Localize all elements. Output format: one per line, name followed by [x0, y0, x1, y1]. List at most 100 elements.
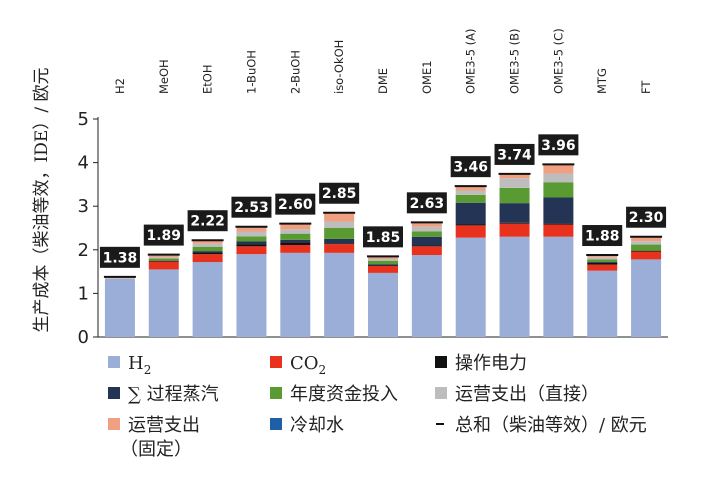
total-label: 2.30: [626, 206, 667, 228]
y-tick-label: 3: [78, 196, 89, 217]
legend-label: CO2: [290, 353, 326, 377]
bar-segment: [104, 279, 135, 337]
y-tick-label: 1: [78, 283, 89, 304]
bar-segment: [543, 182, 574, 198]
total-label-text: 2.53: [234, 200, 269, 216]
bar-segment: [543, 236, 574, 337]
total-label-text: 1.89: [146, 228, 181, 244]
bar-segment: [192, 240, 223, 244]
bar-segment: [368, 258, 398, 261]
bar-segment: [368, 272, 398, 337]
total-label: 2.22: [187, 210, 228, 232]
bar-segment: [148, 269, 179, 337]
bar-segment: [280, 229, 311, 234]
total-label-text: 3.74: [497, 147, 532, 163]
bar-segment: [324, 244, 355, 253]
bar-segment: [587, 259, 618, 263]
bar-segment: [499, 173, 530, 179]
bar-stack: [454, 185, 487, 337]
total-label-text: 2.63: [410, 196, 445, 212]
bar-segment: [192, 243, 223, 247]
legend-label: 操作电力: [455, 353, 527, 374]
bar-segment: [499, 236, 530, 337]
bar-segment: [280, 242, 311, 246]
legend-label: H2: [128, 353, 151, 377]
legend-label: （固定）: [120, 439, 192, 460]
legend-item-opex-fixed: 运营支出 （固定）: [108, 415, 200, 460]
bar-segment: [280, 245, 311, 253]
bar-segment: [499, 223, 530, 237]
bar-segment: [280, 239, 311, 243]
total-label-text: 1.85: [366, 230, 401, 246]
total-label: 3.74: [494, 143, 535, 165]
bar-stack: [542, 163, 575, 337]
bar-segment: [631, 259, 662, 337]
bar-segment: [324, 228, 355, 239]
bar-segment: [543, 164, 574, 174]
total-label-box: [187, 210, 228, 232]
legend-item-capex: 年度资金投入: [270, 384, 398, 405]
bar-stack: [279, 222, 312, 337]
bar-segment: [587, 270, 618, 337]
bar-segment: [192, 252, 223, 255]
bar-segment: [192, 246, 223, 252]
bar-segment: [236, 231, 267, 237]
bar-segment: [148, 261, 179, 270]
bar-segment: [411, 226, 442, 232]
category-label: DME: [376, 68, 390, 94]
legend-swatch: [108, 356, 120, 368]
category-label: iso-OkOH: [332, 40, 346, 94]
y-tick-label: 5: [78, 109, 89, 130]
bar-stack: [235, 225, 268, 337]
total-label-text: 3.96: [541, 138, 576, 154]
bar-segment: [236, 244, 267, 247]
bar-segment: [192, 251, 223, 253]
bar-segment: [280, 233, 311, 240]
bar-segment: [411, 236, 442, 246]
total-label-box: [406, 192, 447, 214]
legend-item-co2: CO2: [270, 353, 326, 377]
bar-segment: [455, 186, 486, 191]
total-label-text: 2.30: [629, 210, 664, 226]
bar-segment: [631, 250, 662, 252]
category-label: MeOH: [157, 59, 171, 94]
total-label: 1.89: [143, 224, 184, 246]
legend-item-steam: ∑ 过程蒸汽: [108, 384, 219, 405]
total-label-box: [450, 156, 491, 178]
total-label-text: 3.46: [453, 160, 488, 176]
category-label: 2-BuOH: [288, 50, 302, 94]
bar-segment: [499, 203, 530, 223]
bar-segment: [368, 260, 398, 265]
legend-swatch: [270, 356, 282, 368]
total-label-box: [363, 226, 403, 248]
bar-segment: [148, 258, 179, 261]
total-label: 1.38: [99, 246, 140, 268]
category-label: EtOH: [201, 65, 215, 94]
legend-swatch: [108, 387, 120, 399]
legend-item-cooling: 冷却水: [270, 415, 344, 436]
total-label-box: [143, 224, 184, 246]
bar-segment: [192, 262, 223, 337]
legend-label: 运营支出: [128, 415, 200, 436]
category-label: OME3-5 (B): [508, 28, 522, 94]
total-label-text: 2.85: [322, 186, 357, 202]
bar-segment: [368, 256, 398, 259]
bar-segment: [280, 223, 311, 230]
bar-segment: [324, 252, 355, 337]
bar-segment: [411, 222, 442, 227]
bar-segment: [236, 241, 267, 245]
bar-segment: [324, 212, 355, 222]
legend-label: ∑ 过程蒸汽: [128, 384, 219, 405]
total-label-text: 2.22: [190, 214, 225, 230]
legend-item-power: 操作电力: [435, 353, 527, 374]
bar-segment: [587, 264, 618, 271]
bar-stack: [191, 239, 224, 337]
bar-stack: [498, 172, 531, 337]
legend-swatch: [435, 356, 447, 368]
bar-segment: [368, 264, 398, 266]
bar-segment: [148, 254, 179, 258]
bar-segment: [236, 246, 267, 255]
bar-segment: [455, 194, 486, 203]
bar-segment: [499, 222, 530, 224]
category-label: OME1: [420, 60, 434, 94]
